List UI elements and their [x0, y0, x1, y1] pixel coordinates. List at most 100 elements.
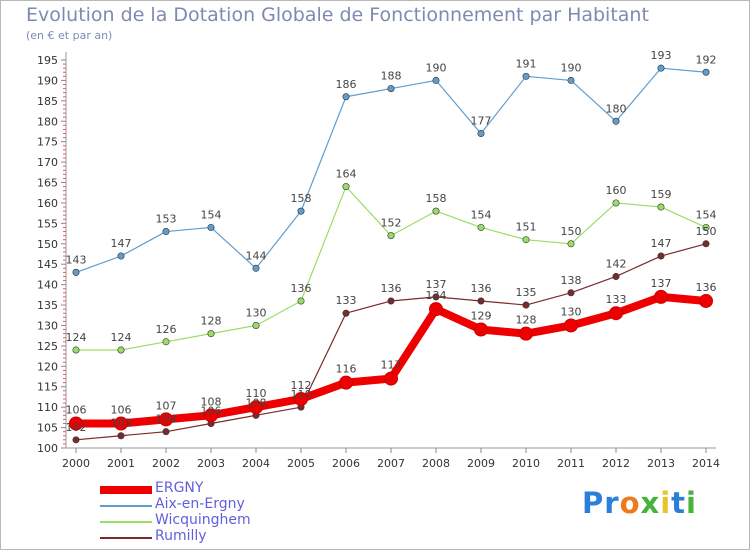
y-tick-label: 175 [37, 136, 58, 149]
legend-label: ERGNY [155, 480, 204, 496]
data-label-rumilly: 104 [156, 413, 177, 426]
legend-swatch [100, 537, 152, 539]
y-tick-label: 190 [37, 74, 58, 87]
data-label-rumilly: 110 [291, 388, 312, 401]
data-label-wicquinghem: 124 [66, 331, 87, 344]
data-label-aix-en-ergny: 192 [696, 53, 717, 66]
data-label-ergny: 136 [696, 281, 717, 294]
data-label-ergny: 112 [291, 379, 312, 392]
point-wicquinghem [612, 199, 620, 207]
data-label-ergny: 130 [561, 305, 582, 318]
point-wicquinghem [207, 330, 215, 338]
legend-label: Wicquinghem [155, 512, 251, 528]
x-tick-label: 2005 [287, 457, 315, 470]
point-ergny [699, 293, 713, 308]
point-ergny [384, 371, 398, 386]
y-tick-label: 145 [37, 258, 58, 271]
data-label-wicquinghem: 151 [516, 221, 537, 234]
data-label-ergny: 117 [381, 359, 402, 372]
data-label-rumilly: 137 [426, 278, 447, 291]
y-tick-label: 180 [37, 115, 58, 128]
legend-label: Rumilly [155, 528, 207, 544]
point-ergny [654, 289, 668, 304]
point-ergny [474, 322, 488, 337]
data-label-aix-en-ergny: 188 [381, 70, 402, 83]
chart-subtitle: (en € et par an) [26, 29, 113, 42]
x-tick-label: 2007 [377, 457, 405, 470]
series-lines [69, 64, 713, 444]
data-label-rumilly: 150 [696, 225, 717, 238]
point-wicquinghem [567, 240, 575, 248]
x-tick-label: 2001 [107, 457, 135, 470]
point-wicquinghem [387, 232, 395, 240]
axes: 1001051101151201251301351401451501551601… [37, 52, 720, 470]
x-tick-label: 2011 [557, 457, 585, 470]
point-rumilly [657, 252, 665, 260]
data-label-ergny: 128 [516, 314, 537, 327]
data-label-aix-en-ergny: 191 [516, 57, 537, 70]
point-aix-en-ergny [477, 130, 485, 138]
y-tick-label: 115 [37, 381, 58, 394]
legend-swatch [100, 486, 152, 494]
point-aix-en-ergny [522, 72, 530, 80]
point-wicquinghem [432, 207, 440, 215]
x-tick-label: 2008 [422, 457, 450, 470]
point-rumilly [387, 297, 395, 305]
data-label-wicquinghem: 128 [201, 315, 222, 328]
x-tick-label: 2003 [197, 457, 225, 470]
point-ergny [294, 391, 308, 406]
y-tick-label: 185 [37, 95, 58, 108]
x-tick-label: 2009 [467, 457, 495, 470]
data-label-rumilly: 147 [651, 237, 672, 250]
y-tick-label: 150 [37, 238, 58, 251]
data-label-ergny: 129 [471, 310, 492, 323]
data-label-aix-en-ergny: 186 [336, 78, 357, 91]
point-wicquinghem [657, 203, 665, 211]
data-label-ergny: 106 [111, 403, 132, 416]
point-rumilly [162, 428, 170, 436]
point-aix-en-ergny [702, 68, 710, 76]
y-tick-label: 170 [37, 156, 58, 169]
point-rumilly [522, 301, 530, 309]
legend-item-aix-en-ergny: Aix-en-Ergny [100, 496, 400, 514]
data-label-aix-en-ergny: 153 [156, 213, 177, 226]
point-rumilly [612, 272, 620, 280]
y-tick-label: 135 [37, 299, 58, 312]
point-rumilly [117, 432, 125, 440]
data-label-ergny: 134 [426, 289, 447, 302]
y-tick-label: 160 [37, 197, 58, 210]
point-aix-en-ergny [432, 76, 440, 84]
y-tick-label: 125 [37, 340, 58, 353]
data-label-wicquinghem: 158 [426, 192, 447, 205]
x-tick-label: 2000 [62, 457, 90, 470]
data-label-ergny: 116 [336, 363, 357, 376]
legend: ERGNY Aix-en-Ergny Wicquinghem Rumilly [100, 480, 400, 546]
y-tick-label: 165 [37, 177, 58, 190]
point-rumilly [567, 289, 575, 297]
data-label-aix-en-ergny: 190 [426, 61, 447, 74]
point-aix-en-ergny [252, 264, 260, 272]
data-label-rumilly: 102 [66, 421, 87, 434]
data-label-wicquinghem: 154 [471, 208, 492, 221]
y-tick-label: 195 [37, 54, 58, 67]
y-tick-label: 105 [37, 422, 58, 435]
data-label-wicquinghem: 160 [606, 184, 627, 197]
point-ergny [159, 412, 173, 427]
data-label-wicquinghem: 124 [111, 331, 132, 344]
point-aix-en-ergny [162, 228, 170, 236]
data-label-aix-en-ergny: 190 [561, 61, 582, 74]
data-label-aix-en-ergny: 177 [471, 115, 492, 128]
point-aix-en-ergny [72, 268, 80, 276]
data-label-ergny: 110 [246, 387, 267, 400]
x-tick-label: 2004 [242, 457, 270, 470]
data-label-rumilly: 103 [111, 417, 132, 430]
point-wicquinghem [477, 223, 485, 231]
point-aix-en-ergny [207, 223, 215, 231]
point-ergny [429, 302, 443, 317]
series-line-aix-en-ergny [75, 67, 707, 273]
data-label-wicquinghem: 152 [381, 217, 402, 230]
data-label-rumilly: 106 [201, 404, 222, 417]
point-wicquinghem [252, 321, 260, 329]
point-rumilly [702, 240, 710, 248]
